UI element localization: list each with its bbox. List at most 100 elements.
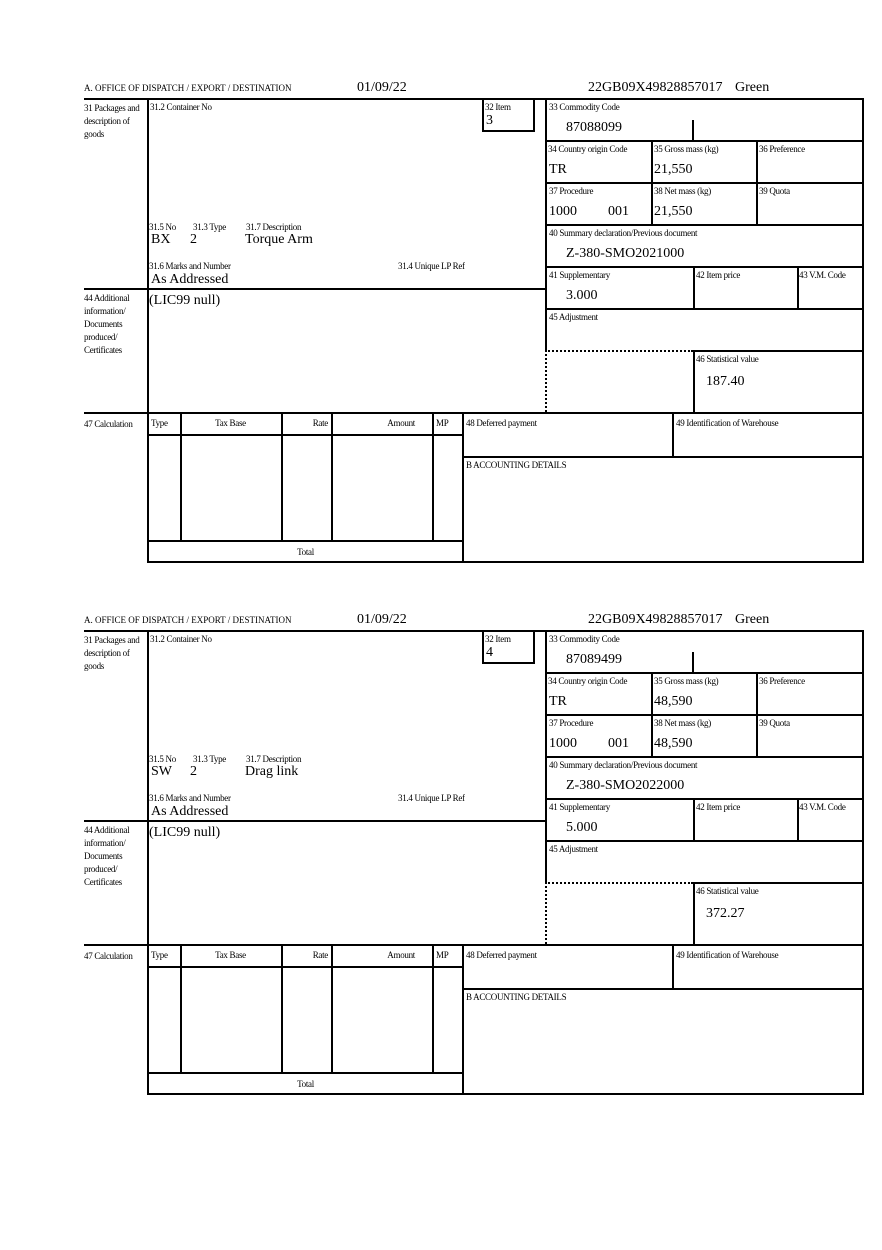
item-box xyxy=(482,98,535,132)
calc-header-type: Type xyxy=(151,950,168,960)
type-value: 2 xyxy=(190,232,197,247)
divider xyxy=(84,412,862,414)
deferred-payment-label: 48 Deferred payment xyxy=(466,418,537,428)
description-label: 31.7 Description xyxy=(246,754,302,764)
unique-lp-ref-label: 31.4 Unique LP Ref xyxy=(398,793,465,803)
description-label: 31.7 Description xyxy=(246,222,302,232)
total-label: Total xyxy=(297,547,314,557)
customs-declaration-form: A. OFFICE OF DISPATCH / EXPORT / DESTINA… xyxy=(0,78,882,568)
divider xyxy=(693,266,695,308)
divider xyxy=(692,652,694,672)
accounting-details-label: B ACCOUNTING DETAILS xyxy=(466,460,567,470)
additional-info-value: (LIC99 null) xyxy=(149,293,221,308)
divider xyxy=(672,944,674,988)
statistical-value-label: 46 Statistical value xyxy=(696,354,759,364)
summary-declaration-value: Z-380-SMO2022000 xyxy=(566,778,685,793)
divider xyxy=(462,944,464,1093)
commodity-code-value: 87088099 xyxy=(566,120,622,135)
item-label: 32 Item xyxy=(485,102,511,112)
dotted-divider xyxy=(545,882,547,944)
summary-declaration-label: 40 Summary declaration/Previous document xyxy=(549,760,698,770)
container-no-label: 31.2 Container No xyxy=(150,634,212,644)
calc-header-tax-base: Tax Base xyxy=(215,950,246,960)
divider xyxy=(862,630,864,1095)
total-label: Total xyxy=(297,1079,314,1089)
divider xyxy=(545,714,862,716)
divider xyxy=(672,412,674,456)
no-value: BX xyxy=(151,232,171,247)
divider xyxy=(180,944,182,1072)
divider xyxy=(545,140,862,142)
statistical-value-label: 46 Statistical value xyxy=(696,886,759,896)
supplementary-label: 41 Supplementary xyxy=(549,802,610,812)
item-label: 32 Item xyxy=(485,634,511,644)
no-label: 31.5 No xyxy=(149,222,176,232)
additional-info-label: 44 Additional information/ Documents pro… xyxy=(84,825,130,887)
supplementary-value: 5.000 xyxy=(566,820,598,835)
country-origin-value: TR xyxy=(549,162,567,177)
divider xyxy=(281,944,283,1072)
divider xyxy=(693,882,862,884)
commodity-code-label: 33 Commodity Code xyxy=(549,102,620,112)
packages-label: 31 Packages and description of goods xyxy=(84,635,140,671)
divider xyxy=(84,630,862,632)
type-value: 2 xyxy=(190,764,197,779)
divider xyxy=(545,798,862,800)
country-origin-label: 34 Country origin Code xyxy=(548,676,628,686)
divider xyxy=(693,350,862,352)
accounting-details-label: B ACCOUNTING DETAILS xyxy=(466,992,567,1002)
commodity-code-label: 33 Commodity Code xyxy=(549,634,620,644)
office-heading: A. OFFICE OF DISPATCH / EXPORT / DESTINA… xyxy=(84,615,292,625)
no-label: 31.5 No xyxy=(149,754,176,764)
divider xyxy=(147,561,864,563)
type-label: 31.3 Type xyxy=(193,222,227,232)
divider xyxy=(147,966,462,968)
divider xyxy=(693,798,695,840)
divider xyxy=(651,672,653,756)
dotted-divider xyxy=(545,882,693,884)
item-value: 4 xyxy=(486,645,493,660)
date: 01/09/22 xyxy=(357,612,407,627)
divider xyxy=(545,840,862,842)
divider xyxy=(692,120,694,140)
additional-info-label: 44 Additional information/ Documents pro… xyxy=(84,293,130,355)
gross-mass-label: 35 Gross mass (kg) xyxy=(654,676,719,686)
divider xyxy=(693,882,695,944)
calc-header-amount: Amount xyxy=(387,418,415,428)
country-origin-value: TR xyxy=(549,694,567,709)
commodity-code-value: 87089499 xyxy=(566,652,622,667)
dotted-divider xyxy=(545,350,547,412)
divider xyxy=(756,672,758,756)
dotted-divider xyxy=(545,350,693,352)
divider xyxy=(462,412,464,561)
divider xyxy=(862,98,864,563)
quota-label: 39 Quota xyxy=(759,718,790,728)
description-value: Drag link xyxy=(245,764,299,779)
divider xyxy=(545,308,862,310)
marks-label: 31.6 Marks and Number xyxy=(149,793,231,803)
vm-code-label: 43 V.M. Code xyxy=(799,802,846,812)
office-heading: A. OFFICE OF DISPATCH / EXPORT / DESTINA… xyxy=(84,83,292,93)
net-mass-value: 48,590 xyxy=(654,736,693,751)
statistical-value: 187.40 xyxy=(706,374,745,389)
divider xyxy=(651,140,653,224)
procedure-label: 37 Procedure xyxy=(549,718,594,728)
procedure-code-value: 1000 xyxy=(549,204,577,219)
item-value: 3 xyxy=(486,113,493,128)
date: 01/09/22 xyxy=(357,80,407,95)
supplementary-label: 41 Supplementary xyxy=(549,270,610,280)
reference-number: 22GB09X49828857017 xyxy=(588,80,723,95)
description-value: Torque Arm xyxy=(245,232,313,247)
gross-mass-label: 35 Gross mass (kg) xyxy=(654,144,719,154)
calculation-label: 47 Calculation xyxy=(84,951,133,961)
unique-lp-ref-label: 31.4 Unique LP Ref xyxy=(398,261,465,271)
adjustment-label: 45 Adjustment xyxy=(549,312,598,322)
additional-info-value: (LIC99 null) xyxy=(149,825,221,840)
preference-label: 36 Preference xyxy=(759,144,805,154)
divider xyxy=(147,434,462,436)
divider xyxy=(797,798,799,840)
calc-header-mp: MP xyxy=(436,418,449,428)
procedure-sub-value: 001 xyxy=(608,204,629,219)
item-price-label: 42 Item price xyxy=(696,802,741,812)
customs-declaration-form: A. OFFICE OF DISPATCH / EXPORT / DESTINA… xyxy=(0,610,882,1100)
